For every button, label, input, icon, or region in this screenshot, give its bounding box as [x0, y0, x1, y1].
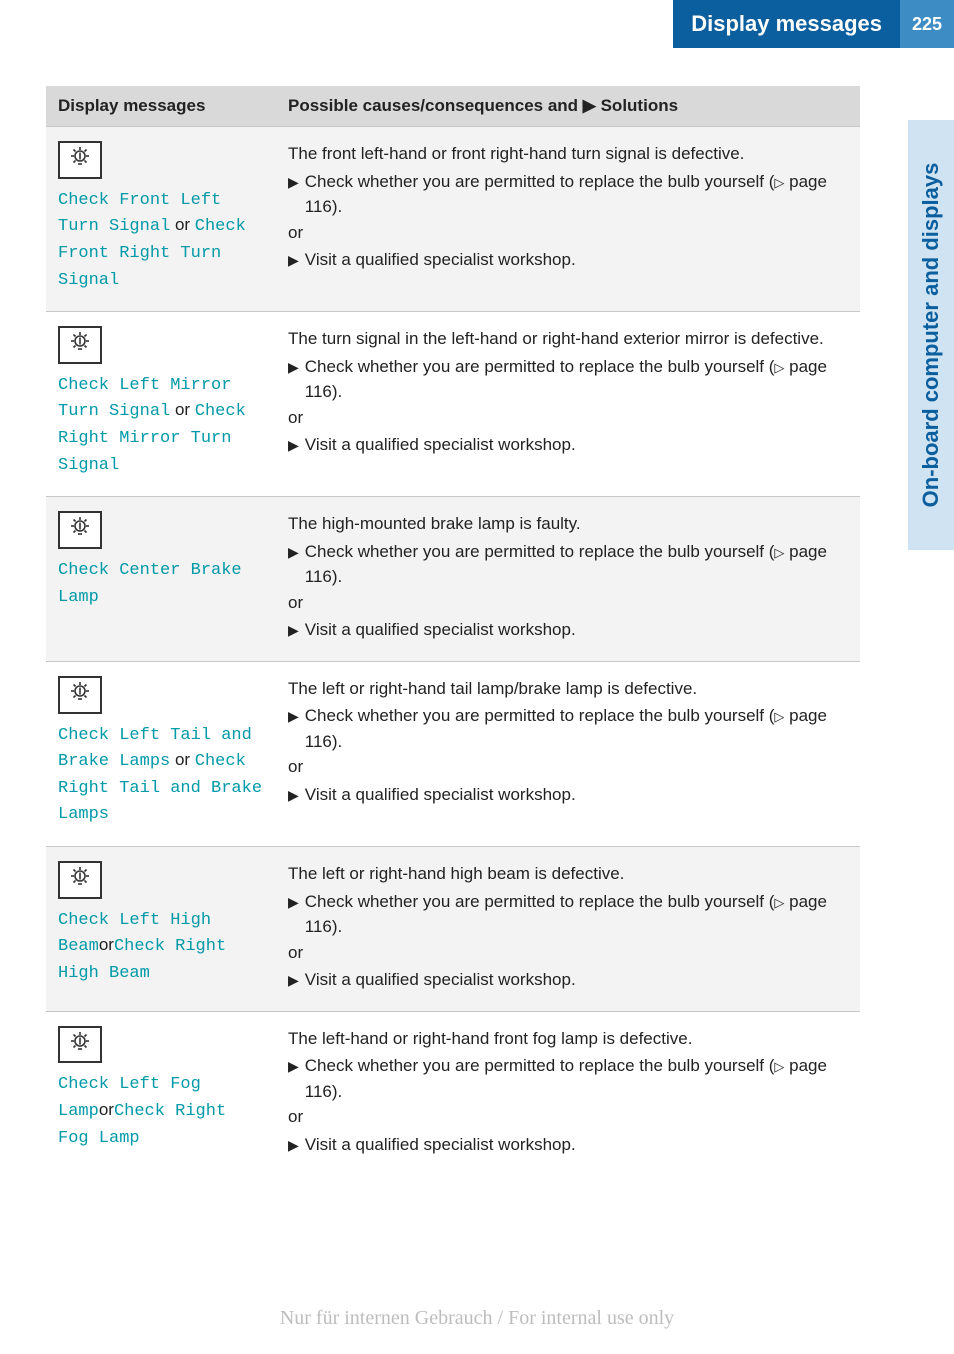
- side-tab: On-board computer and displays: [908, 120, 954, 550]
- table-body: Check Front Left Turn Signal or Check Fr…: [46, 126, 860, 1175]
- solution-cell: The turn signal in the left-hand or righ…: [276, 312, 860, 496]
- message-code-text: Check Left Tail and Brake Lamps or Check…: [58, 722, 264, 829]
- solution-line: ▶ Check whether you are permitted to repl…: [288, 169, 848, 220]
- solution-cell: The left-hand or right-hand front fog la…: [276, 1012, 860, 1176]
- table-header-col1: Display messages: [46, 86, 276, 126]
- cause-text: The left or right-hand high beam is defe…: [288, 861, 848, 887]
- table-row: Check Left Mirror Turn Signal or Check R…: [46, 311, 860, 496]
- triangle-right-icon: ▶: [288, 1056, 299, 1077]
- solution-cell: The high-mounted brake lamp is faulty. ▶ C…: [276, 497, 860, 661]
- display-message-cell: Check Center Brake Lamp: [46, 497, 276, 661]
- table-row: Check Left Tail and Brake Lamps or Check…: [46, 661, 860, 846]
- or-text: or: [288, 940, 848, 966]
- table-header-col2: Possible causes/consequences and ▶ Solut…: [276, 86, 860, 126]
- message-code-text: Check Front Left Turn Signal or Check Fr…: [58, 187, 264, 294]
- solution-line: ▶ Visit a qualified specialist workshop.: [288, 967, 848, 993]
- or-text: or: [288, 405, 848, 431]
- header-col2-suffix: Solutions: [596, 96, 678, 115]
- triangle-right-icon: ▶: [288, 172, 299, 193]
- cause-text: The left or right-hand tail lamp/brake l…: [288, 676, 848, 702]
- or-text: or: [288, 754, 848, 780]
- solution-text: Visit a qualified specialist workshop.: [305, 1132, 576, 1158]
- solution-line: ▶ Visit a qualified specialist workshop.: [288, 247, 848, 273]
- bulb-warning-icon: [58, 861, 102, 899]
- page-header: Display messages 225: [0, 0, 954, 48]
- solution-line: ▶ Visit a qualified specialist workshop.: [288, 617, 848, 643]
- display-message-cell: Check Left High BeamorCheck Right High B…: [46, 847, 276, 1011]
- bulb-warning-icon: [58, 1026, 102, 1064]
- display-message-cell: Check Front Left Turn Signal or Check Fr…: [46, 127, 276, 311]
- table-row: Check Front Left Turn Signal or Check Fr…: [46, 126, 860, 311]
- bulb-warning-icon: [58, 141, 102, 179]
- message-code-text: Check Left Fog LamporCheck Right Fog Lam…: [58, 1071, 264, 1151]
- solution-text: Visit a qualified specialist workshop.: [305, 247, 576, 273]
- solution-text: Visit a qualified specialist workshop.: [305, 432, 576, 458]
- solution-line: ▶ Check whether you are permitted to repl…: [288, 539, 848, 590]
- triangle-right-icon: ▶: [288, 970, 299, 991]
- table-row: Check Center Brake Lamp The high-mounted …: [46, 496, 860, 661]
- bulb-warning-icon: [58, 676, 102, 714]
- messages-table: Display messages Possible causes/consequ…: [46, 86, 860, 1175]
- header-col2-prefix: Possible causes/consequences and: [288, 96, 583, 115]
- bulb-warning-icon: [58, 511, 102, 549]
- table-row: Check Left Fog LamporCheck Right Fog Lam…: [46, 1011, 860, 1176]
- solution-cell: The left or right-hand tail lamp/brake l…: [276, 662, 860, 846]
- solution-text: Check whether you are permitted to repla…: [305, 1053, 848, 1104]
- solution-line: ▶ Visit a qualified specialist workshop.: [288, 1132, 848, 1158]
- triangle-right-icon: ▶: [288, 785, 299, 806]
- solutions-arrow-icon: ▶: [583, 96, 596, 115]
- solution-cell: The left or right-hand high beam is defe…: [276, 847, 860, 1011]
- cause-text: The high-mounted brake lamp is faulty.: [288, 511, 848, 537]
- solution-text: Check whether you are permitted to repla…: [305, 354, 848, 405]
- triangle-right-icon: ▶: [288, 435, 299, 456]
- header-title: Display messages: [691, 11, 882, 37]
- solution-text: Check whether you are permitted to repla…: [305, 703, 848, 754]
- triangle-right-icon: ▶: [288, 542, 299, 563]
- solution-line: ▶ Visit a qualified specialist workshop.: [288, 782, 848, 808]
- solution-line: ▶ Check whether you are permitted to repl…: [288, 1053, 848, 1104]
- solution-text: Check whether you are permitted to repla…: [305, 169, 848, 220]
- solution-text: Check whether you are permitted to repla…: [305, 889, 848, 940]
- table-header-row: Display messages Possible causes/consequ…: [46, 86, 860, 126]
- message-code-text: Check Left High BeamorCheck Right High B…: [58, 907, 264, 987]
- header-page-number: 225: [900, 0, 954, 48]
- page-number: 225: [912, 14, 942, 35]
- cause-text: The front left-hand or front right-hand …: [288, 141, 848, 167]
- display-message-cell: Check Left Fog LamporCheck Right Fog Lam…: [46, 1012, 276, 1176]
- watermark-text: Nur für internen Gebrauch / For internal…: [0, 1307, 954, 1330]
- solution-line: ▶ Check whether you are permitted to repl…: [288, 703, 848, 754]
- table-row: Check Left High BeamorCheck Right High B…: [46, 846, 860, 1011]
- triangle-right-icon: ▶: [288, 892, 299, 913]
- triangle-right-icon: ▶: [288, 706, 299, 727]
- solution-line: ▶ Check whether you are permitted to repl…: [288, 889, 848, 940]
- triangle-right-icon: ▶: [288, 1135, 299, 1156]
- header-title-wrap: Display messages: [673, 0, 900, 48]
- solution-cell: The front left-hand or front right-hand …: [276, 127, 860, 311]
- triangle-right-icon: ▶: [288, 250, 299, 271]
- bulb-warning-icon: [58, 326, 102, 364]
- message-code-text: Check Center Brake Lamp: [58, 557, 264, 610]
- display-message-cell: Check Left Tail and Brake Lamps or Check…: [46, 662, 276, 846]
- solution-text: Visit a qualified specialist workshop.: [305, 782, 576, 808]
- solution-text: Visit a qualified specialist workshop.: [305, 617, 576, 643]
- triangle-right-icon: ▶: [288, 357, 299, 378]
- cause-text: The turn signal in the left-hand or righ…: [288, 326, 848, 352]
- solution-line: ▶ Visit a qualified specialist workshop.: [288, 432, 848, 458]
- display-message-cell: Check Left Mirror Turn Signal or Check R…: [46, 312, 276, 496]
- solution-text: Check whether you are permitted to repla…: [305, 539, 848, 590]
- cause-text: The left-hand or right-hand front fog la…: [288, 1026, 848, 1052]
- solution-line: ▶ Check whether you are permitted to repl…: [288, 354, 848, 405]
- or-text: or: [288, 220, 848, 246]
- side-tab-label: On-board computer and displays: [918, 163, 944, 508]
- or-text: or: [288, 590, 848, 616]
- triangle-right-icon: ▶: [288, 620, 299, 641]
- or-text: or: [288, 1104, 848, 1130]
- solution-text: Visit a qualified specialist workshop.: [305, 967, 576, 993]
- message-code-text: Check Left Mirror Turn Signal or Check R…: [58, 372, 264, 479]
